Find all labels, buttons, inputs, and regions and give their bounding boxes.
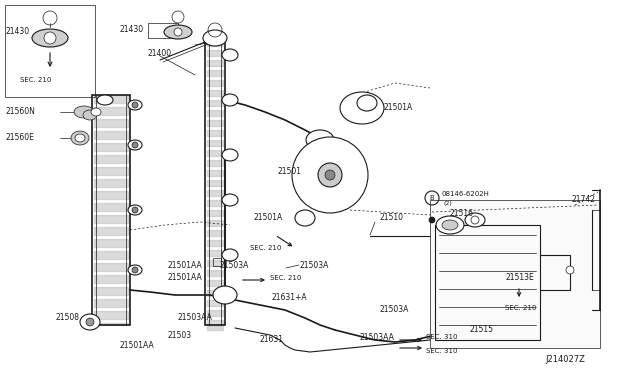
Text: 21501AA: 21501AA bbox=[168, 273, 203, 282]
Ellipse shape bbox=[83, 110, 97, 120]
Text: SEC. 210: SEC. 210 bbox=[250, 245, 282, 251]
Text: SEC. 210: SEC. 210 bbox=[505, 305, 536, 311]
Circle shape bbox=[471, 216, 479, 224]
Text: 21510: 21510 bbox=[380, 214, 404, 222]
Ellipse shape bbox=[164, 25, 192, 39]
Ellipse shape bbox=[71, 131, 89, 145]
Text: SEC. 310: SEC. 310 bbox=[426, 348, 458, 354]
Text: 21513E: 21513E bbox=[505, 273, 534, 282]
Bar bbox=[148, 23, 178, 38]
Circle shape bbox=[86, 318, 94, 326]
Text: 21742: 21742 bbox=[572, 196, 596, 205]
Text: SEC. 310: SEC. 310 bbox=[426, 334, 458, 340]
Ellipse shape bbox=[436, 216, 464, 234]
Text: J214027Z: J214027Z bbox=[545, 356, 585, 365]
Text: 21501AA: 21501AA bbox=[168, 260, 203, 269]
Circle shape bbox=[318, 163, 342, 187]
Text: 21501A: 21501A bbox=[383, 103, 412, 112]
Text: B: B bbox=[429, 195, 435, 201]
Ellipse shape bbox=[203, 30, 227, 46]
Ellipse shape bbox=[222, 194, 238, 206]
Ellipse shape bbox=[80, 314, 100, 330]
Bar bbox=[213, 258, 221, 266]
Ellipse shape bbox=[128, 205, 142, 215]
Ellipse shape bbox=[295, 210, 315, 226]
Text: 21430: 21430 bbox=[6, 28, 30, 36]
Text: 21501AA: 21501AA bbox=[120, 340, 155, 350]
Text: 21501: 21501 bbox=[278, 167, 302, 176]
Ellipse shape bbox=[128, 100, 142, 110]
Text: 21560N: 21560N bbox=[6, 108, 36, 116]
Bar bbox=[92, 95, 130, 325]
Bar bbox=[5, 5, 95, 97]
Ellipse shape bbox=[340, 92, 384, 124]
Text: 21515: 21515 bbox=[470, 326, 494, 334]
Ellipse shape bbox=[222, 249, 238, 261]
Text: 21516: 21516 bbox=[450, 208, 474, 218]
Ellipse shape bbox=[128, 140, 142, 150]
Ellipse shape bbox=[465, 213, 485, 227]
Ellipse shape bbox=[91, 108, 101, 116]
Ellipse shape bbox=[306, 130, 334, 150]
Ellipse shape bbox=[442, 220, 458, 230]
Ellipse shape bbox=[97, 95, 113, 105]
Circle shape bbox=[132, 207, 138, 213]
Text: 21503A: 21503A bbox=[220, 260, 250, 269]
Circle shape bbox=[132, 142, 138, 148]
Ellipse shape bbox=[357, 95, 377, 111]
Text: SEC. 210: SEC. 210 bbox=[270, 275, 301, 281]
Text: SEC. 210: SEC. 210 bbox=[20, 77, 51, 83]
Text: 21503A: 21503A bbox=[380, 305, 410, 314]
Circle shape bbox=[325, 170, 335, 180]
Ellipse shape bbox=[222, 94, 238, 106]
Ellipse shape bbox=[32, 29, 68, 47]
Circle shape bbox=[566, 266, 574, 274]
Circle shape bbox=[429, 217, 435, 223]
Bar bbox=[205, 40, 225, 325]
Text: 21508: 21508 bbox=[55, 314, 79, 323]
Ellipse shape bbox=[74, 106, 94, 118]
Text: 21503AA: 21503AA bbox=[360, 334, 395, 343]
Text: 21503AA: 21503AA bbox=[178, 314, 213, 323]
Circle shape bbox=[44, 32, 56, 44]
Text: 21501A: 21501A bbox=[254, 214, 284, 222]
Text: 21503A: 21503A bbox=[300, 260, 330, 269]
Text: 21631+A: 21631+A bbox=[272, 294, 308, 302]
Text: 08146-6202H: 08146-6202H bbox=[442, 191, 490, 197]
Text: 21430: 21430 bbox=[120, 26, 144, 35]
Text: 21503: 21503 bbox=[168, 330, 192, 340]
Text: 21560E: 21560E bbox=[6, 134, 35, 142]
Text: 21631: 21631 bbox=[260, 336, 284, 344]
Text: 21400: 21400 bbox=[147, 49, 171, 58]
Circle shape bbox=[132, 267, 138, 273]
Ellipse shape bbox=[222, 49, 238, 61]
Circle shape bbox=[174, 28, 182, 36]
Ellipse shape bbox=[128, 265, 142, 275]
Circle shape bbox=[132, 102, 138, 108]
Ellipse shape bbox=[75, 134, 85, 142]
Ellipse shape bbox=[213, 286, 237, 304]
Bar bbox=[430, 200, 600, 348]
Bar bbox=[435, 225, 540, 340]
Ellipse shape bbox=[222, 149, 238, 161]
Text: (2): (2) bbox=[443, 202, 452, 206]
Circle shape bbox=[292, 137, 368, 213]
